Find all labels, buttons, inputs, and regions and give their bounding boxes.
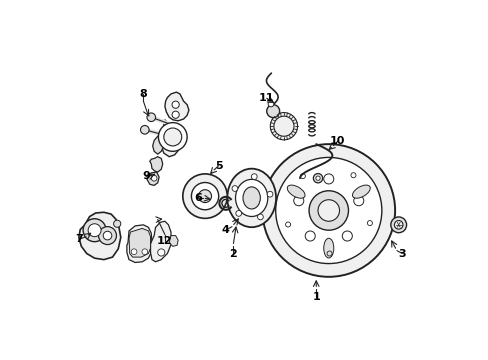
Ellipse shape: [352, 185, 369, 198]
Polygon shape: [161, 120, 180, 157]
Circle shape: [151, 175, 157, 181]
Circle shape: [99, 226, 116, 244]
Circle shape: [270, 113, 297, 140]
Circle shape: [140, 126, 149, 134]
Polygon shape: [152, 134, 163, 154]
Text: 4: 4: [222, 225, 229, 235]
Circle shape: [113, 220, 121, 227]
Text: 7: 7: [76, 234, 83, 244]
Text: 9: 9: [142, 171, 149, 181]
Ellipse shape: [235, 179, 267, 216]
Text: 3: 3: [398, 248, 405, 258]
Circle shape: [394, 221, 402, 229]
Ellipse shape: [227, 169, 276, 227]
Text: 11: 11: [259, 93, 274, 103]
Circle shape: [293, 196, 303, 206]
Ellipse shape: [243, 187, 260, 209]
Circle shape: [158, 249, 164, 256]
Circle shape: [275, 157, 381, 264]
Circle shape: [390, 217, 406, 233]
Circle shape: [163, 128, 182, 146]
Polygon shape: [126, 225, 152, 262]
Circle shape: [158, 123, 187, 151]
Polygon shape: [147, 172, 159, 185]
Circle shape: [266, 191, 272, 197]
Circle shape: [266, 105, 279, 118]
Circle shape: [235, 211, 241, 216]
Circle shape: [183, 174, 227, 219]
Text: 10: 10: [329, 136, 345, 146]
Circle shape: [88, 224, 101, 237]
Circle shape: [103, 231, 112, 240]
Circle shape: [232, 186, 237, 192]
Circle shape: [147, 113, 155, 122]
Circle shape: [267, 101, 273, 107]
Text: 8: 8: [139, 89, 147, 99]
Circle shape: [142, 249, 147, 255]
Circle shape: [172, 111, 179, 118]
Circle shape: [198, 190, 211, 203]
Circle shape: [323, 174, 333, 184]
Text: 2: 2: [229, 248, 236, 258]
Polygon shape: [164, 92, 188, 121]
Text: 1: 1: [312, 292, 320, 302]
Circle shape: [191, 183, 218, 210]
Circle shape: [251, 174, 257, 180]
Text: 5: 5: [214, 161, 222, 171]
Polygon shape: [149, 157, 163, 172]
Circle shape: [131, 249, 137, 255]
Text: 6: 6: [194, 193, 202, 203]
Ellipse shape: [286, 185, 305, 198]
Polygon shape: [169, 235, 178, 246]
Circle shape: [257, 214, 263, 220]
Circle shape: [313, 174, 322, 183]
Polygon shape: [129, 228, 150, 257]
Circle shape: [308, 191, 348, 230]
Polygon shape: [150, 221, 171, 262]
Circle shape: [342, 231, 352, 241]
Circle shape: [317, 200, 339, 221]
Polygon shape: [79, 212, 121, 260]
Text: 12: 12: [157, 236, 172, 246]
Circle shape: [83, 219, 106, 242]
Circle shape: [353, 196, 363, 206]
Ellipse shape: [323, 238, 333, 258]
Circle shape: [305, 231, 315, 241]
Circle shape: [172, 101, 179, 108]
Circle shape: [315, 176, 320, 180]
Circle shape: [262, 144, 394, 277]
